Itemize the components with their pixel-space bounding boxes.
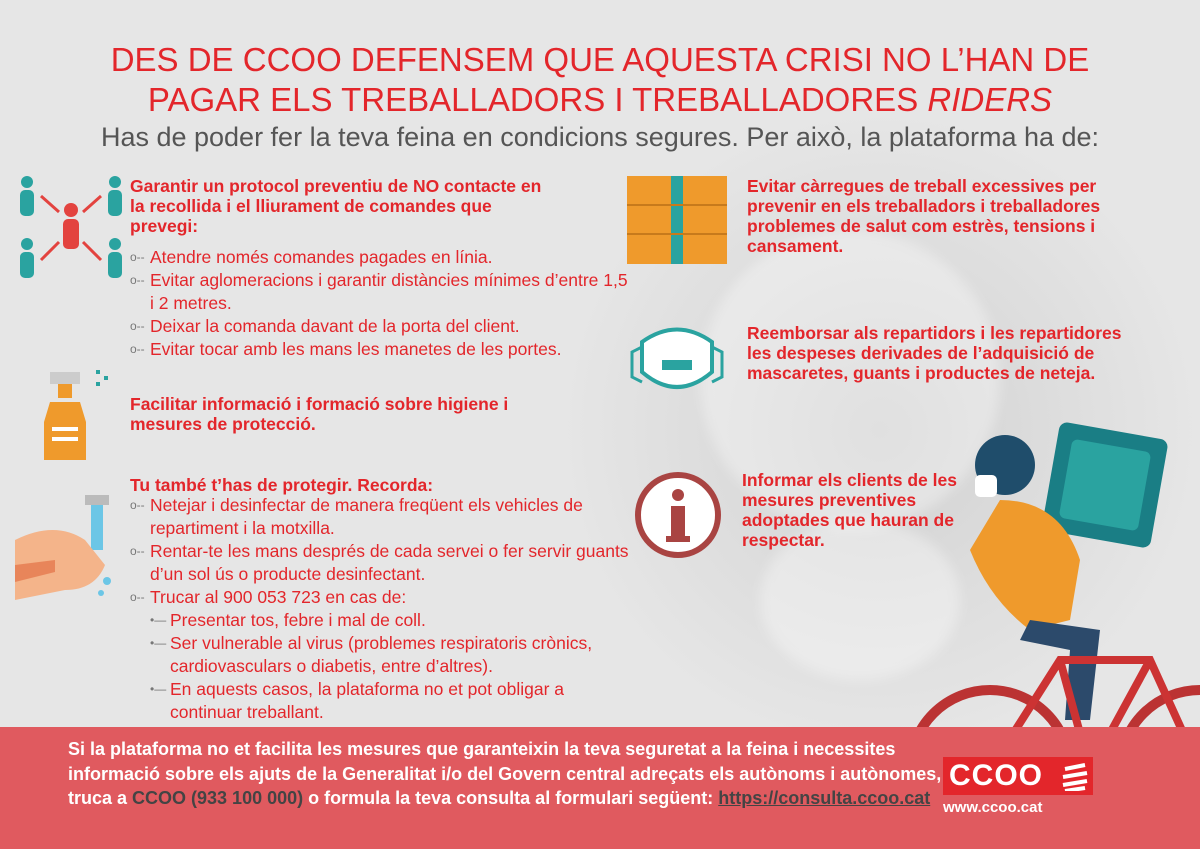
list-item: o-- Trucar al 900 053 723 en cas de: [130, 586, 630, 609]
item-text: Evitar aglomeracions i garantir distànci… [150, 270, 628, 313]
website[interactable]: www.ccoo.cat [943, 799, 1043, 816]
title-riders: RIDERS [927, 81, 1053, 118]
info-icon [635, 472, 721, 558]
boxes-icon [627, 176, 727, 264]
inform-heading: Informar els clients de les mesures prev… [742, 470, 957, 550]
bullet-icon: •— [150, 636, 167, 650]
bullet-icon: o-- [130, 498, 145, 512]
virus-background [760, 520, 960, 680]
bullet-icon: o-- [130, 319, 145, 333]
item-text: Trucar al 900 053 723 en cas de: [150, 587, 407, 607]
list-subitem: •— En aquests casos, la plataforma no et … [130, 678, 610, 724]
bullet-icon: o-- [130, 590, 145, 604]
people-distance-icon [20, 176, 122, 278]
item-text: Deixar la comanda davant de la porta del… [150, 316, 520, 336]
item-text: Presentar tos, febre i mal de coll. [170, 610, 426, 630]
mask-icon [630, 327, 724, 389]
item-text: Evitar tocar amb les mans les manetes de… [150, 339, 562, 359]
item-text: Atendre només comandes pagades en línia. [150, 247, 493, 267]
ccoo-stripes-icon [1062, 763, 1088, 791]
page-title: DES DE CCOO DEFENSEM QUE AQUESTA CRISI N… [0, 40, 1200, 120]
list-item: o-- Evitar tocar amb les mans les manetes… [130, 338, 630, 361]
spray-bottle-icon [44, 370, 108, 460]
footer-phone[interactable]: CCOO (933 100 000) [132, 788, 304, 808]
list-subitem: •— Presentar tos, febre i mal de coll. [130, 609, 610, 632]
list-item: o-- Atendre només comandes pagades en lín… [130, 246, 630, 269]
footer-text-1: Si la plataforma no et facilita les mesu… [68, 739, 942, 808]
item-text: Rentar-te les mans després de cada serve… [150, 541, 629, 584]
training-heading: Facilitar informació i formació sobre hi… [130, 394, 509, 434]
bullet-icon: o-- [130, 544, 145, 558]
protect-list: o-- Netejar i desinfectar de manera freqü… [130, 494, 630, 724]
list-item: o-- Netejar i desinfectar de manera freqü… [130, 494, 630, 540]
workload-heading: Evitar càrregues de treball excessives p… [747, 176, 1101, 256]
item-text: En aquests casos, la plataforma no et po… [170, 679, 564, 722]
list-subitem: •— Ser vulnerable al virus (problemes res… [130, 632, 610, 678]
protect-heading: Tu també t’has de protegir. Recorda: [130, 475, 434, 495]
logo-text: CCOO [949, 759, 1043, 792]
bullet-icon: o-- [130, 342, 145, 356]
hand-washing-icon [15, 495, 111, 600]
virus-background [700, 230, 1000, 530]
footer-text-2: o formula la teva consulta al formulari … [303, 788, 719, 808]
list-item: o-- Deixar la comanda davant de la porta … [130, 315, 630, 338]
title-line2-text: PAGAR ELS TREBALLADORS I TREBALLADORES [147, 81, 928, 118]
item-text: Ser vulnerable al virus (problemes respi… [170, 633, 593, 676]
reimburse-heading: Reemborsar als repartidors i les reparti… [747, 323, 1122, 383]
ccoo-logo: CCOO [943, 757, 1093, 795]
protocol-list: o-- Atendre només comandes pagades en lín… [130, 246, 630, 361]
consulta-link[interactable]: https://consulta.ccoo.cat [718, 788, 931, 808]
protocol-heading: Garantir un protocol preventiu de NO con… [130, 176, 542, 236]
subtitle: Has de poder fer la teva feina en condic… [100, 122, 1100, 152]
bullet-icon: o-- [130, 273, 145, 287]
list-item: o-- Rentar-te les mans després de cada se… [130, 540, 630, 586]
item-text: Netejar i desinfectar de manera freqüent… [150, 495, 583, 538]
list-item: o-- Evitar aglomeracions i garantir distà… [130, 269, 630, 315]
bullet-icon: •— [150, 682, 167, 696]
bullet-icon: o-- [130, 250, 145, 264]
rider-illustration [970, 422, 1168, 720]
bullet-icon: •— [150, 613, 167, 627]
title-line1: DES DE CCOO DEFENSEM QUE AQUESTA CRISI N… [110, 41, 1090, 78]
title-line2: PAGAR ELS TREBALLADORS I TREBALLADORES R… [0, 80, 1200, 120]
footer-text: Si la plataforma no et facilita les mesu… [68, 737, 948, 811]
